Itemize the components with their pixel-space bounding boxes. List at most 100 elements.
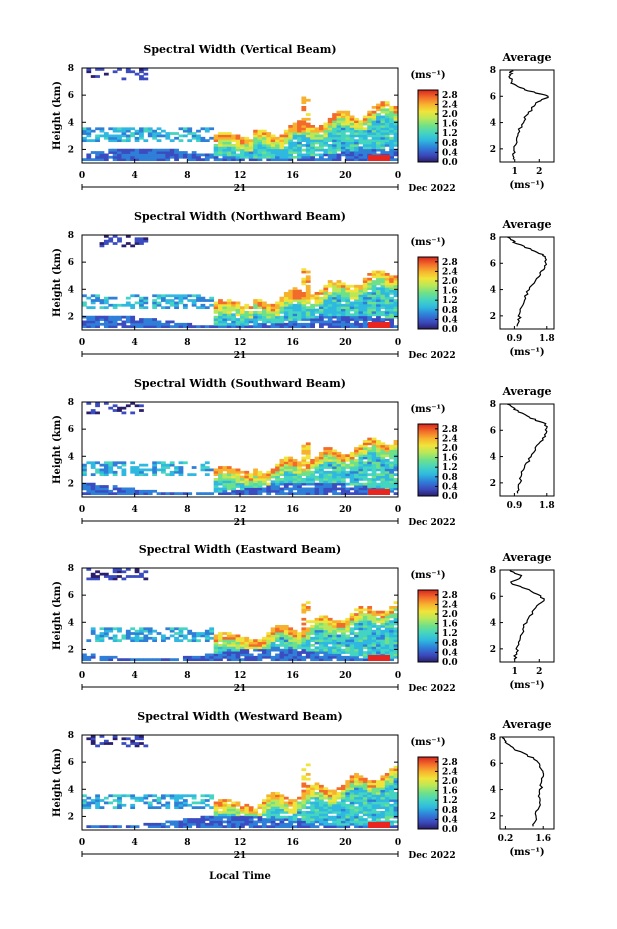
heatmap-cell xyxy=(204,155,210,159)
y-axis-label: Height (km) xyxy=(52,248,63,317)
heatmap-cell xyxy=(336,636,342,640)
heatmap-cell xyxy=(121,794,127,798)
heatmap-cell xyxy=(371,470,377,474)
heatmap-cell xyxy=(371,106,377,109)
heatmap-cell xyxy=(305,299,311,302)
heatmap-cell xyxy=(376,461,381,465)
heatmap-cell xyxy=(165,820,171,824)
heatmap-cell xyxy=(270,320,276,324)
heatmap-cell xyxy=(376,780,381,783)
heatmap-cell xyxy=(389,296,395,300)
heatmap-cell xyxy=(103,739,109,743)
heatmap-cell xyxy=(288,320,294,324)
heatmap-cell xyxy=(314,648,320,652)
heatmap-cell xyxy=(354,315,359,319)
heatmap-cell xyxy=(389,646,395,650)
heatmap-cell xyxy=(327,792,333,795)
colorbar-units: (ms⁻¹) xyxy=(410,404,445,415)
heatmap-cell xyxy=(380,106,386,109)
heatmap-cell xyxy=(376,625,381,628)
heatmap-cell xyxy=(213,636,219,640)
heatmap-cell xyxy=(384,461,390,465)
heatmap-cell xyxy=(178,134,184,138)
heatmap-cell xyxy=(253,813,258,817)
heatmap-cell xyxy=(125,629,131,633)
heatmap-cell xyxy=(279,796,285,800)
heatmap-cell xyxy=(354,639,359,643)
heatmap-cell xyxy=(200,822,206,826)
heatmap-cell xyxy=(108,139,114,143)
heatmap-cell xyxy=(345,780,351,783)
heatmap-cell xyxy=(125,489,131,493)
heatmap-cell xyxy=(121,742,127,745)
heatmap-cell xyxy=(362,292,368,295)
colorbar xyxy=(417,256,439,330)
heatmap-cell xyxy=(235,313,241,317)
heatmap-cell xyxy=(275,136,280,140)
heatmap-cell xyxy=(182,306,188,310)
heatmap-cell xyxy=(86,492,92,496)
heatmap-cell xyxy=(384,815,390,819)
heatmap-cell xyxy=(367,277,373,281)
heatmap-cell xyxy=(336,480,342,484)
heatmap-cell xyxy=(169,796,175,800)
heatmap-cell xyxy=(275,158,280,162)
heatmap-cell xyxy=(319,792,324,795)
heatmap-cell xyxy=(384,813,390,817)
heatmap-cell xyxy=(367,127,373,131)
heatmap-cell xyxy=(235,306,241,310)
heatmap-cell xyxy=(345,289,351,293)
heatmap-cell xyxy=(283,292,289,295)
heatmap-cell xyxy=(99,306,105,310)
heatmap-cell xyxy=(332,289,337,293)
heatmap-cell xyxy=(305,144,311,147)
heatmap-cell xyxy=(345,148,351,152)
heatmap-cell xyxy=(182,658,188,662)
heatmap-cell xyxy=(393,277,399,281)
heatmap-cell xyxy=(314,799,320,802)
heatmap-cell xyxy=(218,475,223,479)
heatmap-cell xyxy=(191,634,197,638)
heatmap-cell xyxy=(332,141,337,145)
heatmap-cell xyxy=(222,325,228,329)
heatmap-cell xyxy=(384,796,390,800)
heatmap-cell xyxy=(257,315,263,319)
heatmap-cell xyxy=(327,303,333,307)
heatmap-cell xyxy=(147,803,153,807)
heatmap-cell xyxy=(319,315,324,319)
heatmap-cell xyxy=(240,148,245,152)
heatmap-cell xyxy=(349,806,355,810)
heatmap-cell xyxy=(244,478,250,481)
heatmap-cell xyxy=(297,125,302,128)
heatmap-cell xyxy=(266,132,272,135)
heatmap-cell xyxy=(222,315,228,319)
heatmap-cell xyxy=(349,459,355,462)
heatmap-cell xyxy=(354,292,359,295)
heatmap-cell xyxy=(90,482,96,486)
heatmap-cell xyxy=(244,303,250,307)
heatmap-cell xyxy=(222,489,228,493)
heatmap-cell xyxy=(191,155,197,159)
heatmap-cell xyxy=(200,815,206,819)
heatmap-cell xyxy=(288,629,294,633)
heatmap-cell xyxy=(275,648,280,652)
heatmap-cell xyxy=(376,120,381,124)
heatmap-cell xyxy=(266,639,272,643)
heatmap-cell xyxy=(367,301,373,305)
heatmap-cell xyxy=(371,651,377,654)
heatmap-cell xyxy=(319,470,324,474)
heatmap-cell xyxy=(340,282,346,286)
heatmap-cell xyxy=(349,789,355,793)
heatmap-cell xyxy=(156,320,162,324)
heatmap-cell xyxy=(362,825,368,829)
heatmap-cell xyxy=(305,308,311,312)
heatmap-cell xyxy=(323,818,329,821)
heatmap-cell xyxy=(362,315,368,319)
heatmap-cell xyxy=(244,487,250,491)
heatmap-cell xyxy=(389,127,395,131)
heatmap-cell xyxy=(125,155,131,159)
heatmap-cell xyxy=(240,646,245,650)
heatmap-cell xyxy=(257,148,263,152)
heatmap-cell xyxy=(248,815,254,819)
heatmap-cell xyxy=(235,646,241,650)
